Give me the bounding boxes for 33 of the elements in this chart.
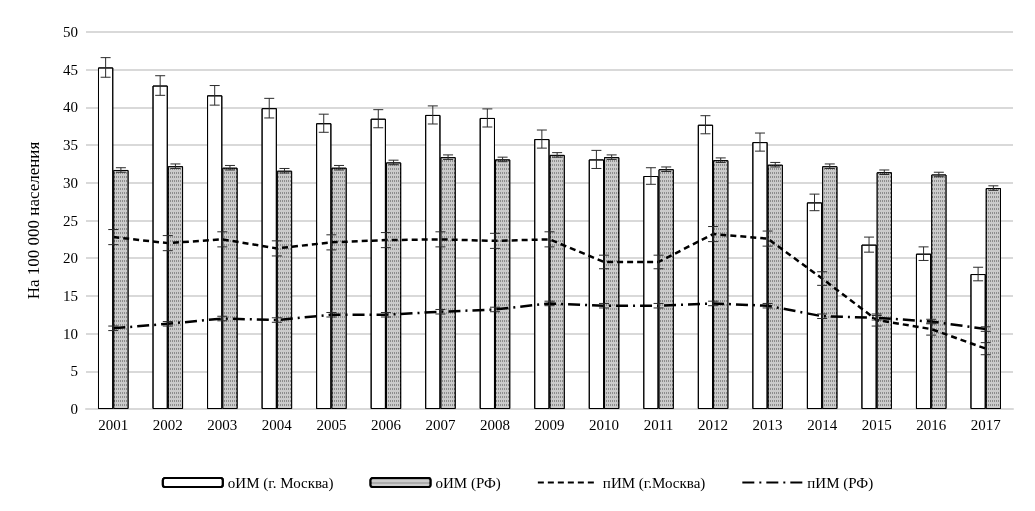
x-tick-label: 2002	[152, 416, 183, 433]
legend-label: оИМ (РФ)	[435, 474, 501, 492]
y-tick-label: 45	[63, 61, 78, 78]
y-axis-title: На 100 000 населения	[24, 141, 43, 300]
x-tick-label: 2011	[643, 416, 674, 433]
legend-label: пИМ (РФ)	[807, 474, 874, 492]
x-tick-label: 2004	[261, 416, 293, 433]
x-tick-label: 2003	[207, 416, 238, 433]
legend-label: оИМ (г. Москва)	[227, 474, 334, 492]
x-tick-label: 2010	[589, 416, 620, 433]
x-tick-label: 2013	[752, 416, 783, 433]
y-tick-label: 5	[70, 363, 78, 380]
y-tick-label: 15	[63, 287, 78, 304]
x-tick-label: 2015	[861, 416, 892, 433]
y-tick-label: 20	[63, 250, 78, 267]
y-tick-label: 10	[63, 325, 78, 342]
y-tick-label: 0	[70, 401, 78, 417]
x-tick-label: 2017	[970, 416, 1002, 433]
y-tick-label: 40	[63, 99, 78, 116]
y-tick-label: 50	[63, 24, 78, 40]
x-tick-label: 2009	[534, 416, 565, 433]
x-tick-label: 2016	[916, 416, 947, 433]
x-tick-label: 2006	[370, 416, 402, 433]
x-tick-label: 2007	[425, 416, 456, 433]
x-tick-label: 2001	[98, 416, 129, 433]
legend-label: пИМ (г.Москва)	[602, 474, 706, 492]
y-tick-label: 35	[63, 137, 78, 154]
x-tick-label: 2012	[698, 416, 729, 433]
x-tick-label: 2008	[479, 416, 510, 433]
y-tick-label: 25	[63, 212, 78, 229]
y-tick-label: 30	[63, 174, 78, 191]
x-tick-label: 2005	[316, 416, 347, 433]
x-tick-label: 2014	[807, 416, 838, 433]
